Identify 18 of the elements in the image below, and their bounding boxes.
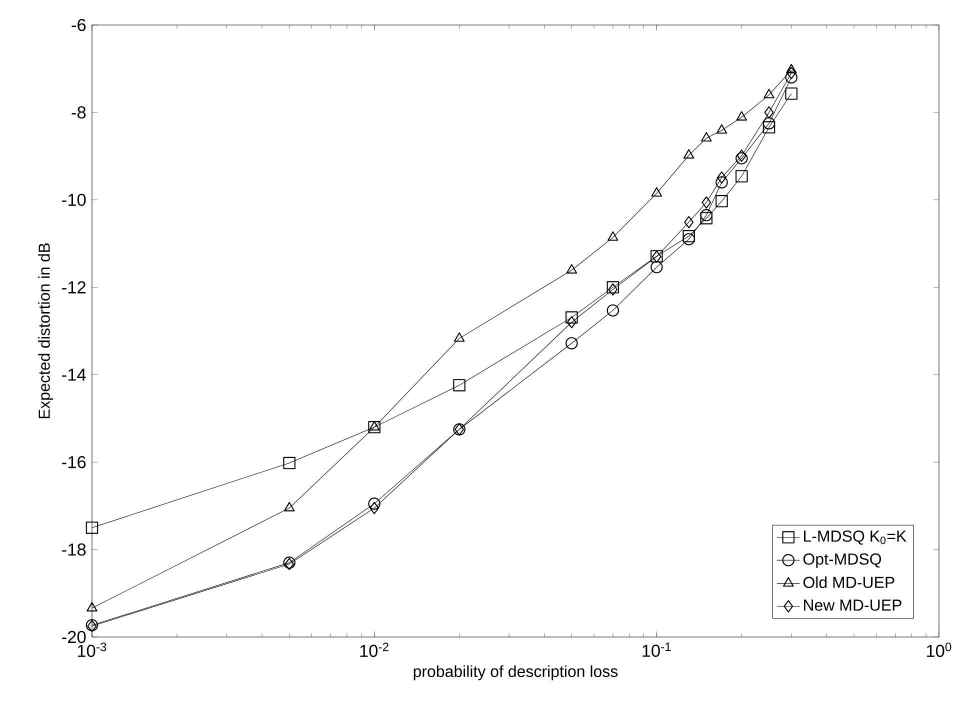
y-axis-title: Expected distortion in dB (38, 243, 54, 418)
y-tick-label: -14 (62, 368, 86, 381)
x-tick-label: 10$^{-2}$ (360, 642, 388, 658)
y-tick-label: -6 (72, 18, 86, 32)
x-tick-label: 10$^{-1}$ (642, 642, 671, 657)
y-tick-label: -8 (72, 106, 86, 119)
legend-label: New MD-UEP (804, 600, 902, 611)
y-tick-label: -18 (62, 543, 86, 556)
y-tick-label: -20 (62, 630, 86, 644)
x-axis-title: probability of description loss (414, 665, 618, 680)
legend-label: Opt-MDSQ (803, 553, 882, 568)
legend-label: Old MD-UEP (803, 576, 894, 588)
legend-label: L-MDSQ K$_{0}$=K (804, 530, 906, 545)
x-tick-label: 10$^{-3}$ (78, 642, 106, 658)
y-tick-label: -16 (62, 456, 86, 468)
y-tick-label: -10 (62, 194, 86, 206)
x-tick-label: 10$^{0}$ (926, 642, 952, 658)
y-tick-label: -12 (62, 281, 86, 294)
